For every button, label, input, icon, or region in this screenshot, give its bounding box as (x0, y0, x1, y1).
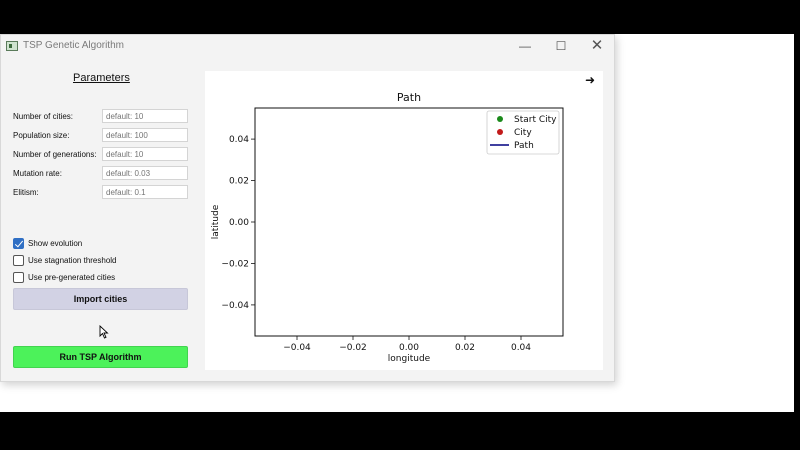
pregenerated-cities-checkbox[interactable] (13, 272, 24, 283)
pregenerated-cities-label: Use pre-generated cities (28, 273, 116, 282)
run-tsp-button[interactable]: Run TSP Algorithm (13, 346, 188, 368)
population-size-input[interactable] (102, 128, 188, 142)
x-tick-label: −0.04 (283, 343, 311, 353)
app-icon (6, 41, 18, 51)
x-tick-label: 0.04 (511, 343, 531, 353)
x-tick-label: 0.00 (399, 343, 419, 353)
minimize-button[interactable]: — (519, 39, 531, 53)
plot-panel: ➜ Path −0.04 −0.02 0.00 0.02 0.04 −0.04 −0.02… (205, 71, 603, 370)
y-tick-label: 0.00 (229, 218, 249, 228)
show-evolution-label: Show evolution (28, 239, 83, 248)
y-tick-label: 0.02 (229, 177, 249, 187)
stagnation-threshold-label: Use stagnation threshold (28, 256, 117, 265)
parameters-heading: Parameters (73, 72, 130, 84)
y-axis-label: latitude (211, 204, 221, 239)
legend-label-city: City (514, 128, 532, 138)
y-axis-ticks: −0.04 −0.02 0.00 0.02 0.04 (221, 135, 255, 311)
num-cities-label: Number of cities: (13, 112, 74, 121)
legend-marker-city (497, 129, 503, 135)
mutation-rate-input[interactable] (102, 166, 188, 180)
elitism-label: Elitism: (13, 188, 39, 197)
x-tick-label: 0.02 (455, 343, 475, 353)
stagnation-threshold-checkbox[interactable] (13, 255, 24, 266)
show-evolution-checkbox[interactable] (13, 238, 24, 249)
chart-legend: Start City City Path (486, 110, 560, 155)
legend-label-start-city: Start City (514, 115, 557, 125)
app-window: TSP Genetic Algorithm — ☐ ✕ Parameters N… (0, 34, 615, 382)
mouse-cursor-icon (99, 325, 109, 339)
population-size-label: Population size: (13, 131, 70, 140)
legend-marker-start-city (497, 116, 503, 122)
y-tick-label: −0.04 (221, 301, 249, 311)
num-generations-input[interactable] (102, 147, 188, 161)
window-title: TSP Genetic Algorithm (23, 40, 124, 51)
num-cities-input[interactable] (102, 109, 188, 123)
legend-label-path: Path (514, 141, 534, 151)
chart-title: Path (397, 91, 421, 104)
x-axis-label: longitude (388, 354, 431, 364)
title-bar[interactable]: TSP Genetic Algorithm — ☐ ✕ (1, 35, 614, 59)
elitism-input[interactable] (102, 185, 188, 199)
legend-box (486, 110, 560, 155)
right-arrow-icon[interactable]: ➜ (585, 73, 596, 87)
x-tick-label: −0.02 (339, 343, 367, 353)
y-tick-label: −0.02 (221, 259, 249, 269)
import-cities-button[interactable]: Import cities (13, 288, 188, 310)
path-chart: Path −0.04 −0.02 0.00 0.02 0.04 −0.04 −0.02 0.… (211, 91, 564, 364)
close-button[interactable]: ✕ (590, 37, 604, 54)
num-generations-label: Number of generations: (13, 150, 97, 159)
y-tick-label: 0.04 (229, 135, 249, 145)
x-axis-ticks: −0.04 −0.02 0.00 0.02 0.04 (283, 336, 531, 353)
maximize-button[interactable]: ☐ (555, 39, 567, 53)
mutation-rate-label: Mutation rate: (13, 169, 62, 178)
